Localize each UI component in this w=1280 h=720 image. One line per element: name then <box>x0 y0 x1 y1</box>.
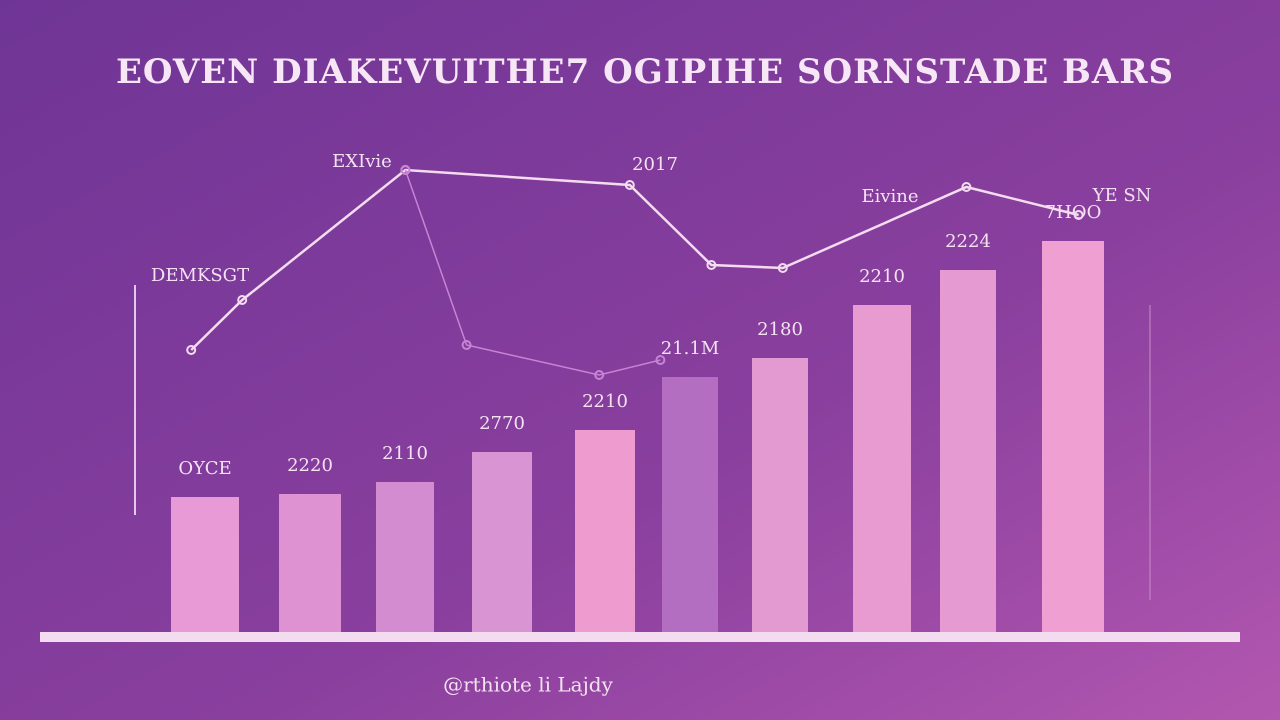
line <box>404 169 661 376</box>
line-point <box>624 180 635 190</box>
baseline <box>40 632 1240 642</box>
data-label: OYCE <box>178 458 231 479</box>
chart-title: EOVEN DIAKEVUITHE7 OGIPIHE SORNSTADE BAR… <box>116 52 1174 92</box>
bar <box>853 305 911 632</box>
line-point <box>777 263 788 273</box>
line-point <box>655 355 666 365</box>
annotation: Eivine <box>861 186 918 207</box>
bar <box>171 497 239 632</box>
bar <box>662 377 718 632</box>
line <box>190 168 1079 351</box>
line-point <box>706 260 717 270</box>
data-label: 2224 <box>945 231 991 252</box>
bar <box>376 482 434 632</box>
bar <box>279 494 341 632</box>
line-point <box>1073 210 1084 220</box>
bar <box>472 452 532 632</box>
bar <box>940 270 996 632</box>
annotation: DEMKSGT <box>151 265 249 286</box>
bar <box>1042 241 1104 632</box>
line-point <box>594 370 605 380</box>
line-point <box>237 295 248 305</box>
data-label: 21.1M <box>661 338 720 359</box>
bar <box>575 430 635 632</box>
data-label: 2220 <box>287 455 333 476</box>
data-label: 2180 <box>757 319 803 340</box>
annotation: EXIvie <box>332 151 392 172</box>
bar <box>752 358 808 632</box>
annotation: YE SN <box>1092 185 1152 206</box>
data-label: 2770 <box>479 413 525 434</box>
annotation: 2017 <box>632 154 678 175</box>
line-point <box>461 340 472 350</box>
line-point <box>961 182 972 192</box>
data-label: 2210 <box>859 266 905 287</box>
line-point <box>186 345 197 355</box>
data-label: 2110 <box>382 443 428 464</box>
data-label: 2210 <box>582 391 628 412</box>
x-axis-label: @rthiote li Lajdy <box>443 673 614 697</box>
line-point <box>400 165 411 175</box>
